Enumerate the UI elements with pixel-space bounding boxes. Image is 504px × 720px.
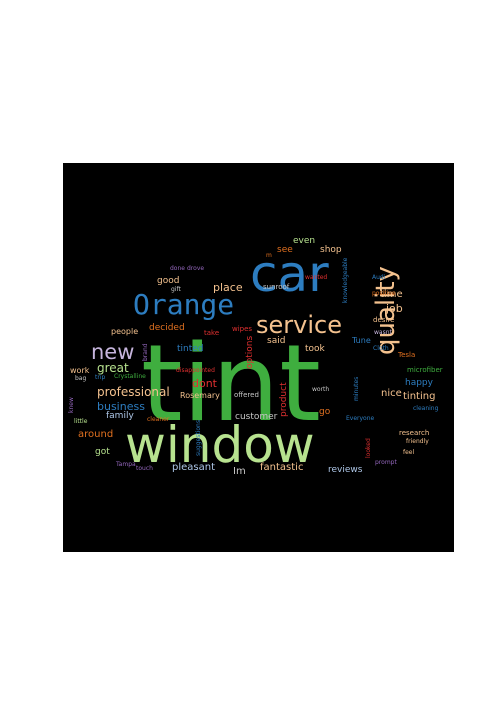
- word-time: time: [380, 289, 403, 300]
- word-options: options: [245, 335, 255, 369]
- word-cloud: tint window car Orange service quality n…: [63, 163, 454, 552]
- word-research: research: [399, 429, 430, 437]
- word-offered: offered: [234, 391, 259, 399]
- word-service: service: [256, 311, 342, 339]
- word-little: little: [74, 418, 88, 425]
- word-even: even: [293, 236, 316, 246]
- word-dont: dont: [192, 377, 217, 390]
- word-prompt: prompt: [375, 459, 397, 466]
- word-place: place: [213, 281, 243, 294]
- word-cleaning: cleaning: [413, 405, 439, 412]
- word-tune: Tune: [352, 336, 371, 345]
- word-brand: brand: [142, 343, 149, 361]
- word-go: go: [319, 407, 331, 417]
- word-microfiber: microfiber: [407, 366, 443, 374]
- word-work: work: [70, 366, 90, 375]
- word-reviews: reviews: [328, 465, 363, 475]
- word-drove: drove: [187, 265, 205, 272]
- word-m: m: [266, 252, 272, 259]
- word-family: family: [106, 411, 134, 421]
- word-tinting: tinting: [403, 391, 436, 402]
- word-business: business: [97, 400, 145, 413]
- word-positive: positive: [372, 290, 396, 297]
- word-great: great: [97, 361, 129, 375]
- word-product: product: [279, 382, 289, 417]
- word-trip: trip: [95, 374, 106, 381]
- word-cleaner: cleaner: [147, 416, 170, 423]
- word-orange: Orange: [133, 288, 235, 321]
- word-tampa: Tampa: [116, 461, 136, 468]
- word-car: car: [250, 245, 329, 303]
- word-wasnt: wasnt: [374, 329, 392, 336]
- word-said: said: [267, 336, 286, 346]
- word-customer: customer: [235, 412, 278, 422]
- word-im: Im: [233, 466, 246, 477]
- word-sunroof: sunroof: [263, 283, 290, 291]
- word-took: took: [305, 344, 325, 354]
- word-feel: feel: [403, 449, 415, 456]
- word-decided: decided: [149, 323, 185, 333]
- word-take: take: [204, 329, 220, 337]
- word-happy: happy: [405, 378, 433, 388]
- word-see: see: [277, 245, 293, 255]
- word-shop: shop: [320, 245, 342, 255]
- word-looked: looked: [365, 438, 372, 458]
- word-friendly: friendly: [406, 438, 429, 445]
- word-wipes: wipes: [232, 325, 253, 333]
- word-fantastic: fantastic: [260, 462, 304, 473]
- word-knew: knew: [68, 397, 75, 413]
- word-disappointed: disappointed: [176, 367, 215, 374]
- word-wanted: wanted: [305, 274, 328, 281]
- word-done: done: [170, 265, 185, 272]
- word-window: window: [125, 416, 315, 474]
- word-everyone: Everyone: [346, 415, 375, 422]
- word-crystalline: Crystalline: [114, 373, 146, 380]
- word-cloth: Cloth: [373, 345, 389, 352]
- word-suggestions: suggestions: [195, 420, 202, 456]
- word-got: got: [95, 447, 110, 457]
- word-tinted: tinted: [177, 344, 204, 354]
- word-gift: gift: [171, 286, 181, 293]
- word-rosemary: Rosemary: [180, 391, 220, 400]
- word-minutes: minutes: [353, 376, 360, 401]
- word-job: job: [386, 302, 403, 315]
- word-people: people: [111, 327, 139, 336]
- word-nice: nice: [381, 388, 402, 399]
- word-worth: worth: [312, 386, 330, 393]
- word-new: new: [91, 340, 135, 364]
- word-knowledgeable: knowledgeable: [342, 257, 349, 303]
- word-bag: bag: [75, 375, 87, 382]
- word-audi: Audi: [372, 274, 386, 281]
- word-desire: desire: [373, 316, 395, 324]
- word-tint: tint: [141, 322, 321, 445]
- word-pleasant: pleasant: [172, 462, 216, 473]
- word-good: good: [157, 276, 180, 286]
- word-tesla: Tesla: [398, 351, 416, 359]
- word-touch: touch: [136, 465, 153, 472]
- word-professional: professional: [97, 385, 170, 399]
- word-around: around: [78, 429, 114, 440]
